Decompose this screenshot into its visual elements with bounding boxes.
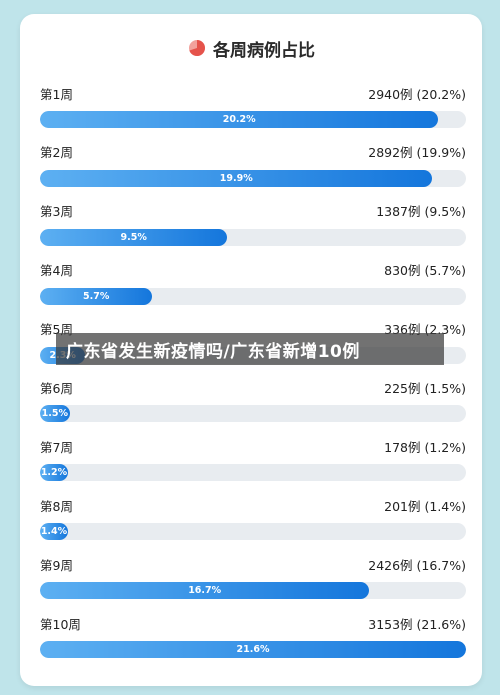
bar-percent-label: 1.2% <box>40 467 68 479</box>
bar-rows: 第1周 2940例 (20.2%) 20.2% 第2周 2892例 (19.9%) 19.… <box>40 84 466 673</box>
value-label: 2426例 (16.7%) <box>368 557 466 573</box>
bar-row-header: 第3周 1387例 (9.5%) <box>40 202 466 220</box>
bar-row-header: 第7周 178例 (1.2%) <box>40 437 466 455</box>
value-label: 3153例 (21.6%) <box>368 616 466 632</box>
bar-row-header: 第9周 2426例 (16.7%) <box>40 555 466 573</box>
bar-row: 第10周 3153例 (21.6%) 21.6% <box>40 614 466 673</box>
bar-fill: 5.7% <box>40 287 153 305</box>
category-label: 第10周 <box>40 616 81 632</box>
bar-fill: 20.2% <box>40 111 439 128</box>
bar-row: 第4周 830例 (5.7%) 5.7% <box>40 261 466 320</box>
category-label: 第2周 <box>40 145 73 161</box>
bar-percent-label: 19.9% <box>219 172 253 184</box>
category-label: 第8周 <box>40 498 73 514</box>
category-label: 第3周 <box>40 204 73 220</box>
bar-track: 9.5% <box>40 228 466 246</box>
bar-track: 20.2% <box>40 111 466 128</box>
value-label: 1387例 (9.5%) <box>376 204 466 220</box>
value-label: 178例 (1.2%) <box>384 439 466 455</box>
bar-track: 19.9% <box>40 169 466 187</box>
bar-row: 第8周 201例 (1.4%) 1.4% <box>40 496 466 555</box>
category-label: 第9周 <box>40 557 73 573</box>
bar-track: 5.7% <box>40 287 466 305</box>
bar-track: 16.7% <box>40 582 466 600</box>
bar-row-header: 第10周 3153例 (21.6%) <box>40 614 466 632</box>
chart-title: 各周病例占比 <box>213 40 315 61</box>
category-label: 第6周 <box>40 380 73 396</box>
bar-track: 1.2% <box>40 464 466 482</box>
bar-track: 1.5% <box>40 405 466 423</box>
bar-row-header: 第1周 2940例 (20.2%) <box>40 84 466 102</box>
value-label: 830例 (5.7%) <box>384 263 466 279</box>
bar-fill: 1.4% <box>40 523 68 541</box>
bar-percent-label: 5.7% <box>83 290 110 302</box>
category-label: 第7周 <box>40 439 73 455</box>
bar-row-header: 第2周 2892例 (19.9%) <box>40 143 466 161</box>
value-label: 225例 (1.5%) <box>384 380 466 396</box>
pie-chart-icon <box>187 38 207 58</box>
bar-row: 第7周 178例 (1.2%) 1.2% <box>40 437 466 496</box>
value-label: 201例 (1.4%) <box>384 498 466 514</box>
overlay-banner: 广东省发生新疫情吗/广东省新增10例 <box>56 333 444 365</box>
bar-row: 第6周 225例 (1.5%) 1.5% <box>40 378 466 437</box>
bar-fill: 21.6% <box>40 641 466 659</box>
bar-row: 第9周 2426例 (16.7%) 16.7% <box>40 555 466 614</box>
bar-fill: 16.7% <box>40 582 370 600</box>
bar-percent-label: 16.7% <box>188 585 222 597</box>
bar-row: 第3周 1387例 (9.5%) 9.5% <box>40 202 466 261</box>
bar-track: 21.6% <box>40 641 466 659</box>
bar-fill: 1.2% <box>40 464 68 482</box>
bar-percent-label: 9.5% <box>120 231 147 243</box>
bar-row: 第1周 2940例 (20.2%) 20.2% <box>40 84 466 143</box>
bar-fill: 9.5% <box>40 228 228 246</box>
category-label: 第4周 <box>40 263 73 279</box>
bar-percent-label: 1.5% <box>41 408 68 420</box>
bar-row-header: 第8周 201例 (1.4%) <box>40 496 466 514</box>
bar-row: 第2周 2892例 (19.9%) 19.9% <box>40 143 466 202</box>
bar-track: 1.4% <box>40 523 466 541</box>
value-label: 2940例 (20.2%) <box>368 86 466 102</box>
bar-percent-label: 21.6% <box>236 644 270 656</box>
bar-fill: 1.5% <box>40 405 70 423</box>
value-label: 2892例 (19.9%) <box>368 145 466 161</box>
category-label: 第1周 <box>40 86 73 102</box>
bar-row-header: 第6周 225例 (1.5%) <box>40 378 466 396</box>
bar-percent-label: 20.2% <box>222 114 256 125</box>
bar-percent-label: 1.4% <box>40 526 68 538</box>
bar-fill: 19.9% <box>40 169 433 187</box>
overlay-text: 广东省发生新疫情吗/广东省新增10例 <box>66 341 360 362</box>
chart-header: 各周病例占比 <box>20 36 482 61</box>
bar-row-header: 第4周 830例 (5.7%) <box>40 261 466 279</box>
